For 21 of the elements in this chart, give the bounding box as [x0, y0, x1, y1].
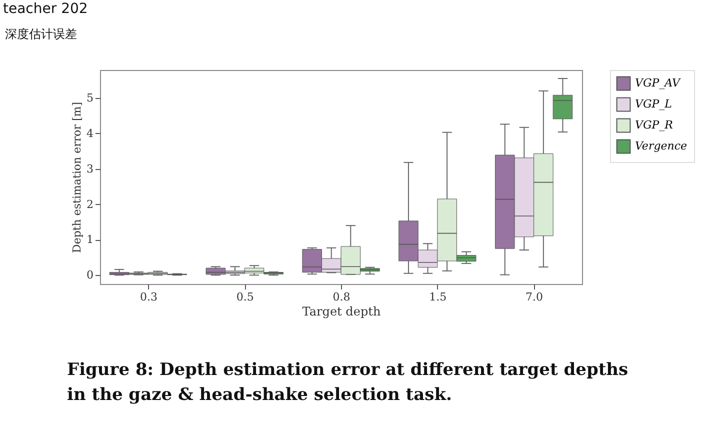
y-tick-label: 5 — [86, 91, 94, 104]
legend-label: Vergence — [635, 140, 688, 152]
x-tick-label: 7.0 — [526, 290, 544, 304]
legend-label: VGP_AV — [635, 76, 682, 90]
x-tick-label: 0.3 — [140, 290, 158, 304]
legend-label: VGP_L — [635, 98, 672, 110]
caption: Figure 8: Depth estimation error at different target depths — [67, 360, 628, 380]
y-tick-label: 4 — [86, 126, 94, 140]
x-axis-title: Target depth — [302, 304, 381, 318]
text: 深度估计误差 — [5, 27, 77, 41]
x-tick-label: 0.5 — [236, 290, 254, 304]
legend-label: VGP_R — [635, 118, 673, 132]
x-tick-label: 0.8 — [332, 290, 350, 304]
y-tick-label: 0 — [86, 268, 94, 282]
y-tick-label: 1 — [86, 233, 94, 246]
x-tick-label: 1.5 — [429, 290, 447, 304]
text: in the gaze & head-shake selection task. — [67, 385, 452, 405]
y-tick-label: 2 — [86, 198, 94, 211]
y-axis-title: Depth estimation error [m] — [70, 102, 84, 254]
text: teacher 202 — [3, 1, 88, 17]
y-tick-label: 3 — [86, 162, 94, 176]
